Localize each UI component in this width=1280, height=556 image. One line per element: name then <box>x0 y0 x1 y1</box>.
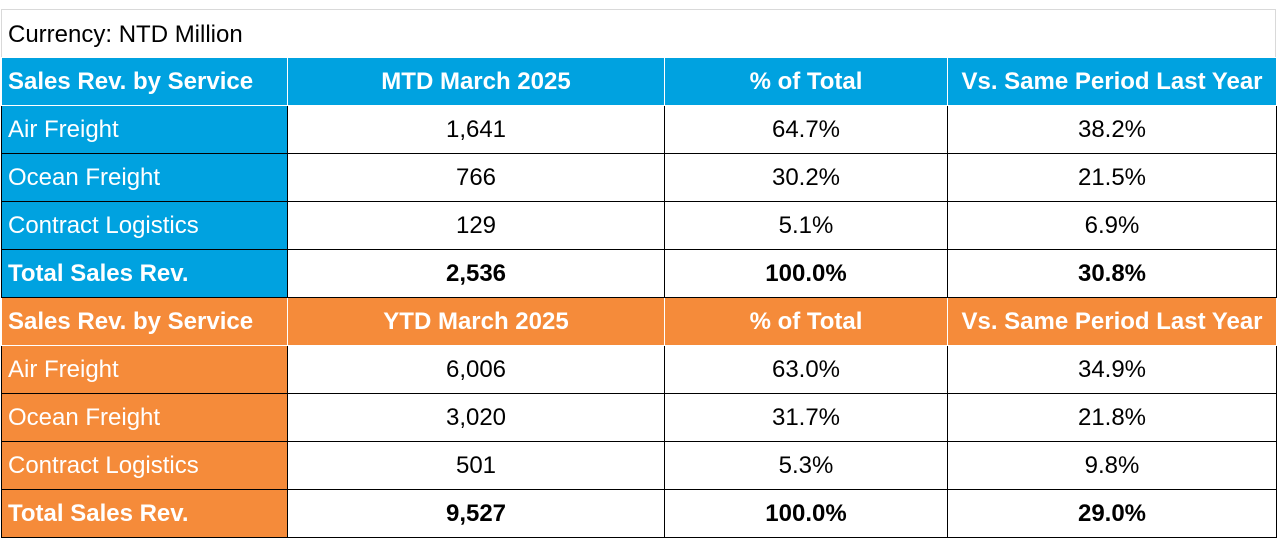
pct-of-total: 5.3% <box>664 441 948 490</box>
pct-of-total: 31.7% <box>664 393 948 442</box>
revenue-value: 129 <box>287 201 665 250</box>
table-row: Contract Logistics 129 5.1% 6.9% <box>1 201 1277 250</box>
column-header-service: Sales Rev. by Service <box>1 297 288 346</box>
revenue-value: 1,641 <box>287 105 665 154</box>
column-header-pct: % of Total <box>664 297 948 346</box>
total-label: Total Sales Rev. <box>1 249 288 298</box>
yoy-change: 21.8% <box>947 393 1277 442</box>
yoy-change: 6.9% <box>947 201 1277 250</box>
service-label: Contract Logistics <box>1 201 288 250</box>
mtd-total-row: Total Sales Rev. 2,536 100.0% 30.8% <box>1 249 1277 298</box>
total-pct: 100.0% <box>664 249 948 298</box>
yoy-change: 34.9% <box>947 345 1277 394</box>
pct-of-total: 64.7% <box>664 105 948 154</box>
revenue-value: 501 <box>287 441 665 490</box>
total-yoy: 29.0% <box>947 489 1277 538</box>
table-row: Air Freight 1,641 64.7% 38.2% <box>1 105 1277 154</box>
pct-of-total: 30.2% <box>664 153 948 202</box>
sales-revenue-table: Sales Rev. by Service MTD March 2025 % o… <box>1 57 1277 538</box>
sales-revenue-report: Currency: NTD Million Sales Rev. by Serv… <box>1 9 1277 538</box>
revenue-value: 6,006 <box>287 345 665 394</box>
ytd-section: Sales Rev. by Service YTD March 2025 % o… <box>1 297 1277 538</box>
column-header-service: Sales Rev. by Service <box>1 57 288 106</box>
revenue-value: 3,020 <box>287 393 665 442</box>
revenue-value: 766 <box>287 153 665 202</box>
ytd-total-row: Total Sales Rev. 9,527 100.0% 29.0% <box>1 489 1277 538</box>
pct-of-total: 5.1% <box>664 201 948 250</box>
total-yoy: 30.8% <box>947 249 1277 298</box>
pct-of-total: 63.0% <box>664 345 948 394</box>
table-row: Ocean Freight 766 30.2% 21.5% <box>1 153 1277 202</box>
total-revenue-value: 9,527 <box>287 489 665 538</box>
total-revenue-value: 2,536 <box>287 249 665 298</box>
total-pct: 100.0% <box>664 489 948 538</box>
ytd-header-row: Sales Rev. by Service YTD March 2025 % o… <box>1 297 1277 346</box>
column-header-period: YTD March 2025 <box>287 297 665 346</box>
yoy-change: 38.2% <box>947 105 1277 154</box>
service-label: Air Freight <box>1 345 288 394</box>
service-label: Air Freight <box>1 105 288 154</box>
column-header-yoy: Vs. Same Period Last Year <box>947 297 1277 346</box>
mtd-header-row: Sales Rev. by Service MTD March 2025 % o… <box>1 57 1277 106</box>
currency-note: Currency: NTD Million <box>1 9 1276 57</box>
yoy-change: 9.8% <box>947 441 1277 490</box>
total-label: Total Sales Rev. <box>1 489 288 538</box>
yoy-change: 21.5% <box>947 153 1277 202</box>
mtd-section: Sales Rev. by Service MTD March 2025 % o… <box>1 57 1277 298</box>
service-label: Contract Logistics <box>1 441 288 490</box>
service-label: Ocean Freight <box>1 393 288 442</box>
service-label: Ocean Freight <box>1 153 288 202</box>
column-header-yoy: Vs. Same Period Last Year <box>947 57 1277 106</box>
table-row: Air Freight 6,006 63.0% 34.9% <box>1 345 1277 394</box>
table-row: Ocean Freight 3,020 31.7% 21.8% <box>1 393 1277 442</box>
table-row: Contract Logistics 501 5.3% 9.8% <box>1 441 1277 490</box>
column-header-period: MTD March 2025 <box>287 57 665 106</box>
column-header-pct: % of Total <box>664 57 948 106</box>
